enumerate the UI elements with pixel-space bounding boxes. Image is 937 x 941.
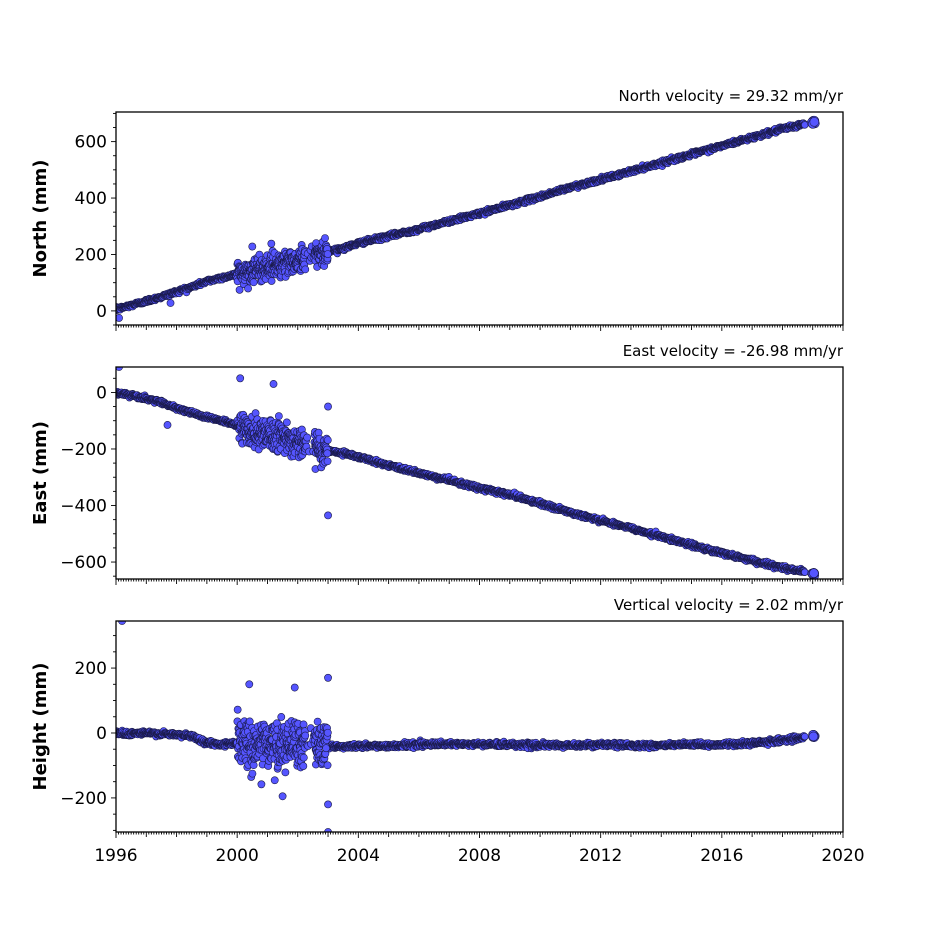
east-plot-frame	[115, 366, 844, 580]
outlier-point	[321, 234, 329, 243]
outlier-point	[166, 299, 175, 307]
y-tick-label: 200	[75, 245, 107, 265]
data-point	[267, 277, 276, 285]
outlier-point	[163, 421, 172, 429]
panel-height: 1996 2000 2004 2008 2012 2016 20202000−200Heig…	[30, 596, 865, 866]
outlier-point	[324, 402, 332, 411]
data-point	[244, 284, 252, 293]
data-point	[267, 239, 276, 248]
y-tick-label: 600	[75, 133, 107, 153]
y-tick-label: 400	[75, 189, 107, 209]
data-point	[282, 418, 291, 427]
data-point	[323, 457, 332, 466]
y-tick-label: −600	[60, 553, 107, 573]
panel-east: 0 −200 −400 −600 East (mm) East velocity = -2…	[30, 342, 844, 585]
data-point	[274, 412, 283, 421]
panel-north: 0 200 400 600 North (mm) North velocity = 29.…	[30, 87, 844, 331]
north-velocity-annotation: North velocity = 29.32 mm/yr	[619, 87, 844, 105]
y-tick-label: 0	[96, 302, 107, 322]
north-x-ticks	[115, 325, 844, 331]
data-point	[809, 117, 820, 127]
data-point	[235, 285, 244, 294]
data-point	[249, 278, 258, 287]
data-point	[301, 265, 310, 274]
north-y-ticks: 0 200 400 600	[75, 112, 116, 326]
north-y-axis-label: North (mm)	[30, 160, 51, 278]
height-points	[116, 621, 820, 832]
data-point	[323, 436, 332, 444]
data-point	[809, 568, 819, 578]
data-point	[323, 250, 332, 258]
y-tick-label: 0	[96, 383, 107, 403]
y-tick-label: −400	[60, 497, 107, 517]
outlier-point	[116, 314, 123, 322]
east-x-ticks	[115, 579, 844, 585]
outlier-point	[236, 374, 245, 383]
data-point	[323, 449, 332, 458]
east-points	[116, 367, 820, 579]
east-y-ticks: 0 −200 −400 −600	[60, 377, 116, 577]
outlier-point	[269, 380, 278, 388]
north-points	[116, 115, 820, 322]
outlier-point	[116, 367, 123, 371]
east-y-axis-label: East (mm)	[30, 421, 51, 525]
data-point	[303, 433, 312, 442]
outlier-point	[324, 511, 332, 520]
outlier-point	[248, 242, 257, 251]
data-point	[801, 568, 809, 576]
east-velocity-annotation: East velocity = -26.98 mm/yr	[623, 342, 844, 360]
y-tick-label: −200	[60, 440, 107, 460]
